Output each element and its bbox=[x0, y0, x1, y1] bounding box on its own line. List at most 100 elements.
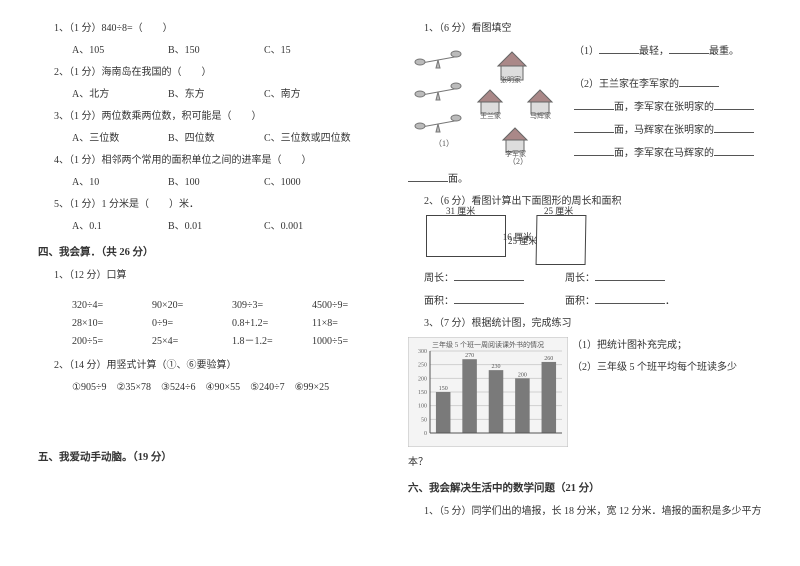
rectangle-1: 31 厘米 16 厘米 bbox=[426, 215, 516, 265]
svg-text:260: 260 bbox=[544, 356, 553, 362]
blank[interactable] bbox=[595, 292, 665, 304]
blank[interactable] bbox=[574, 98, 614, 110]
svg-text:0: 0 bbox=[424, 431, 427, 437]
q4-opts: A、10 B、100 C、1000 bbox=[38, 174, 392, 192]
section-5-title: 五、我爱动手动脑。（19 分） bbox=[38, 449, 392, 468]
t: 面，李军家在马辉家的 bbox=[614, 148, 714, 159]
blank[interactable] bbox=[595, 269, 665, 281]
c-r1c4: 4500÷9= bbox=[312, 297, 392, 315]
c-r3c2: 25×4= bbox=[152, 333, 232, 351]
blank[interactable] bbox=[599, 42, 639, 54]
mian-label: 面积： bbox=[424, 296, 454, 307]
q1-stem: 1、（1 分）840÷8=（ ） bbox=[38, 20, 392, 38]
q3-opts: A、三位数 B、四位数 C、三位数或四位数 bbox=[38, 130, 392, 148]
zhou-label: 周长： bbox=[424, 273, 454, 284]
r-q3: 3、（7 分）根据统计图，完成练习 bbox=[408, 315, 762, 333]
t: 面。 bbox=[448, 174, 468, 185]
svg-text:300: 300 bbox=[418, 349, 427, 355]
blank[interactable] bbox=[408, 170, 448, 182]
svg-text:张明家: 张明家 bbox=[500, 75, 521, 84]
svg-text:250: 250 bbox=[418, 363, 427, 369]
c-r3c4: 1000÷5= bbox=[312, 333, 392, 351]
blank[interactable] bbox=[714, 98, 754, 110]
c-r2c2: 0÷9= bbox=[152, 315, 232, 333]
c-r1c3: 309÷3= bbox=[232, 297, 312, 315]
t: 面，马辉家在张明家的 bbox=[614, 125, 714, 136]
q5-b: B、0.01 bbox=[168, 218, 264, 236]
q2-c: C、南方 bbox=[264, 86, 360, 104]
svg-text:王兰家: 王兰家 bbox=[480, 111, 501, 120]
t: 最重。 bbox=[709, 46, 739, 57]
section-6-title: 六、我会解决生活中的数学问题（21 分） bbox=[408, 480, 762, 499]
mian-label-2: 面积： bbox=[565, 296, 595, 307]
blank[interactable] bbox=[669, 42, 709, 54]
blank[interactable] bbox=[574, 121, 614, 133]
s4-q2-items: ①905÷9 ②35×78 ③524÷6 ④90×55 ⑤240÷7 ⑥99×2… bbox=[38, 379, 392, 397]
shapes-figure: 31 厘米 16 厘米 25 厘米 25 厘米 bbox=[408, 215, 762, 265]
rect1-top-label: 31 厘米 bbox=[446, 203, 475, 219]
svg-text:270: 270 bbox=[465, 353, 474, 359]
q5-opts: A、0.1 B、0.01 C、0.001 bbox=[38, 218, 392, 236]
s4-q2: 2、（14 分）用竖式计算（①、⑥要验算） bbox=[38, 357, 392, 375]
blank[interactable] bbox=[574, 144, 614, 156]
q2-stem: 2、（1 分）海南岛在我国的（ ） bbox=[38, 64, 392, 82]
q2-a: A、北方 bbox=[72, 86, 168, 104]
svg-text:150: 150 bbox=[439, 386, 448, 392]
c-r2c4: 11×8= bbox=[312, 315, 392, 333]
c-r1c2: 90×20= bbox=[152, 297, 232, 315]
q2-b: B、东方 bbox=[168, 86, 264, 104]
q4-stem: 4、（1 分）相邻两个常用的面积单位之间的进率是（ ） bbox=[38, 152, 392, 170]
rect2-left-label: 25 厘米 bbox=[508, 233, 537, 249]
s6-q1: 1、（5 分）同学们出的墙报，长 18 分米，宽 12 分米．墙报的面积是多少平… bbox=[408, 503, 762, 521]
svg-text:100: 100 bbox=[418, 404, 427, 410]
q4-b: B、100 bbox=[168, 174, 264, 192]
blank[interactable] bbox=[454, 292, 524, 304]
q3-c: C、三位数或四位数 bbox=[264, 130, 360, 148]
c-r3c1: 200÷5= bbox=[72, 333, 152, 351]
r-q1: 1、（6 分）看图填空 bbox=[408, 20, 762, 38]
q1-c: C、15 bbox=[264, 42, 360, 60]
area-row: 面积： 面积： ． bbox=[408, 292, 762, 311]
svg-text:200: 200 bbox=[418, 376, 427, 382]
t: 最轻， bbox=[639, 46, 669, 57]
s4-q1: 1、（12 分）口算 bbox=[38, 267, 392, 285]
svg-text:（1）: （1） bbox=[434, 139, 454, 148]
q2-opts: A、北方 B、东方 C、南方 bbox=[38, 86, 392, 104]
blank[interactable] bbox=[454, 269, 524, 281]
c-r2c3: 0.8+1.2= bbox=[232, 315, 312, 333]
calc-row-2: 28×10= 0÷9= 0.8+1.2= 11×8= bbox=[38, 315, 392, 333]
seesaw-houses-figure: （1） 张明家 王兰家 马辉家 李军家 （2） bbox=[408, 42, 568, 170]
q1-a: A、105 bbox=[72, 42, 168, 60]
q3-a: （1）把统计图补充完成； bbox=[572, 337, 762, 355]
t: （2）王兰家在李军家的 bbox=[574, 79, 679, 90]
svg-text:150: 150 bbox=[418, 390, 427, 396]
q3-a: A、三位数 bbox=[72, 130, 168, 148]
c-r3c3: 1.8－1.2= bbox=[232, 333, 312, 351]
svg-text:200: 200 bbox=[518, 372, 527, 378]
q3-b: B、四位数 bbox=[168, 130, 264, 148]
blank[interactable] bbox=[714, 121, 754, 133]
blank[interactable] bbox=[679, 75, 719, 87]
section-4-title: 四、我会算．（共 26 分） bbox=[38, 244, 392, 263]
svg-text:（2）: （2） bbox=[508, 157, 528, 166]
c-r1c1: 320÷4= bbox=[72, 297, 152, 315]
q1-opts: A、105 B、150 C、15 bbox=[38, 42, 392, 60]
q3-b: （2）三年级 5 个班平均每个班读多少 bbox=[572, 359, 762, 377]
svg-text:马辉家: 马辉家 bbox=[530, 111, 551, 120]
blank[interactable] bbox=[714, 144, 754, 156]
svg-text:三年级 5 个班一周阅读课外书的情况: 三年级 5 个班一周阅读课外书的情况 bbox=[432, 340, 544, 349]
q1-b: B、150 bbox=[168, 42, 264, 60]
q5-c: C、0.001 bbox=[264, 218, 360, 236]
svg-text:50: 50 bbox=[421, 417, 427, 423]
dot: ． bbox=[665, 296, 675, 307]
q5-stem: 5、（1 分）1 分米是（ ）米． bbox=[38, 196, 392, 214]
calc-row-3: 200÷5= 25×4= 1.8－1.2= 1000÷5= bbox=[38, 333, 392, 351]
q3-b2: 本？ bbox=[408, 454, 762, 472]
q5-a: A、0.1 bbox=[72, 218, 168, 236]
q4-a: A、10 bbox=[72, 174, 168, 192]
calc-row-1: 320÷4= 90×20= 309÷3= 4500÷9= bbox=[38, 297, 392, 315]
q3-stem: 3、（1 分）两位数乘两位数，积可能是（ ） bbox=[38, 108, 392, 126]
rectangle-2: 25 厘米 25 厘米 bbox=[536, 215, 586, 265]
q1-1-label: （1） bbox=[574, 46, 599, 57]
svg-text:230: 230 bbox=[492, 364, 501, 370]
